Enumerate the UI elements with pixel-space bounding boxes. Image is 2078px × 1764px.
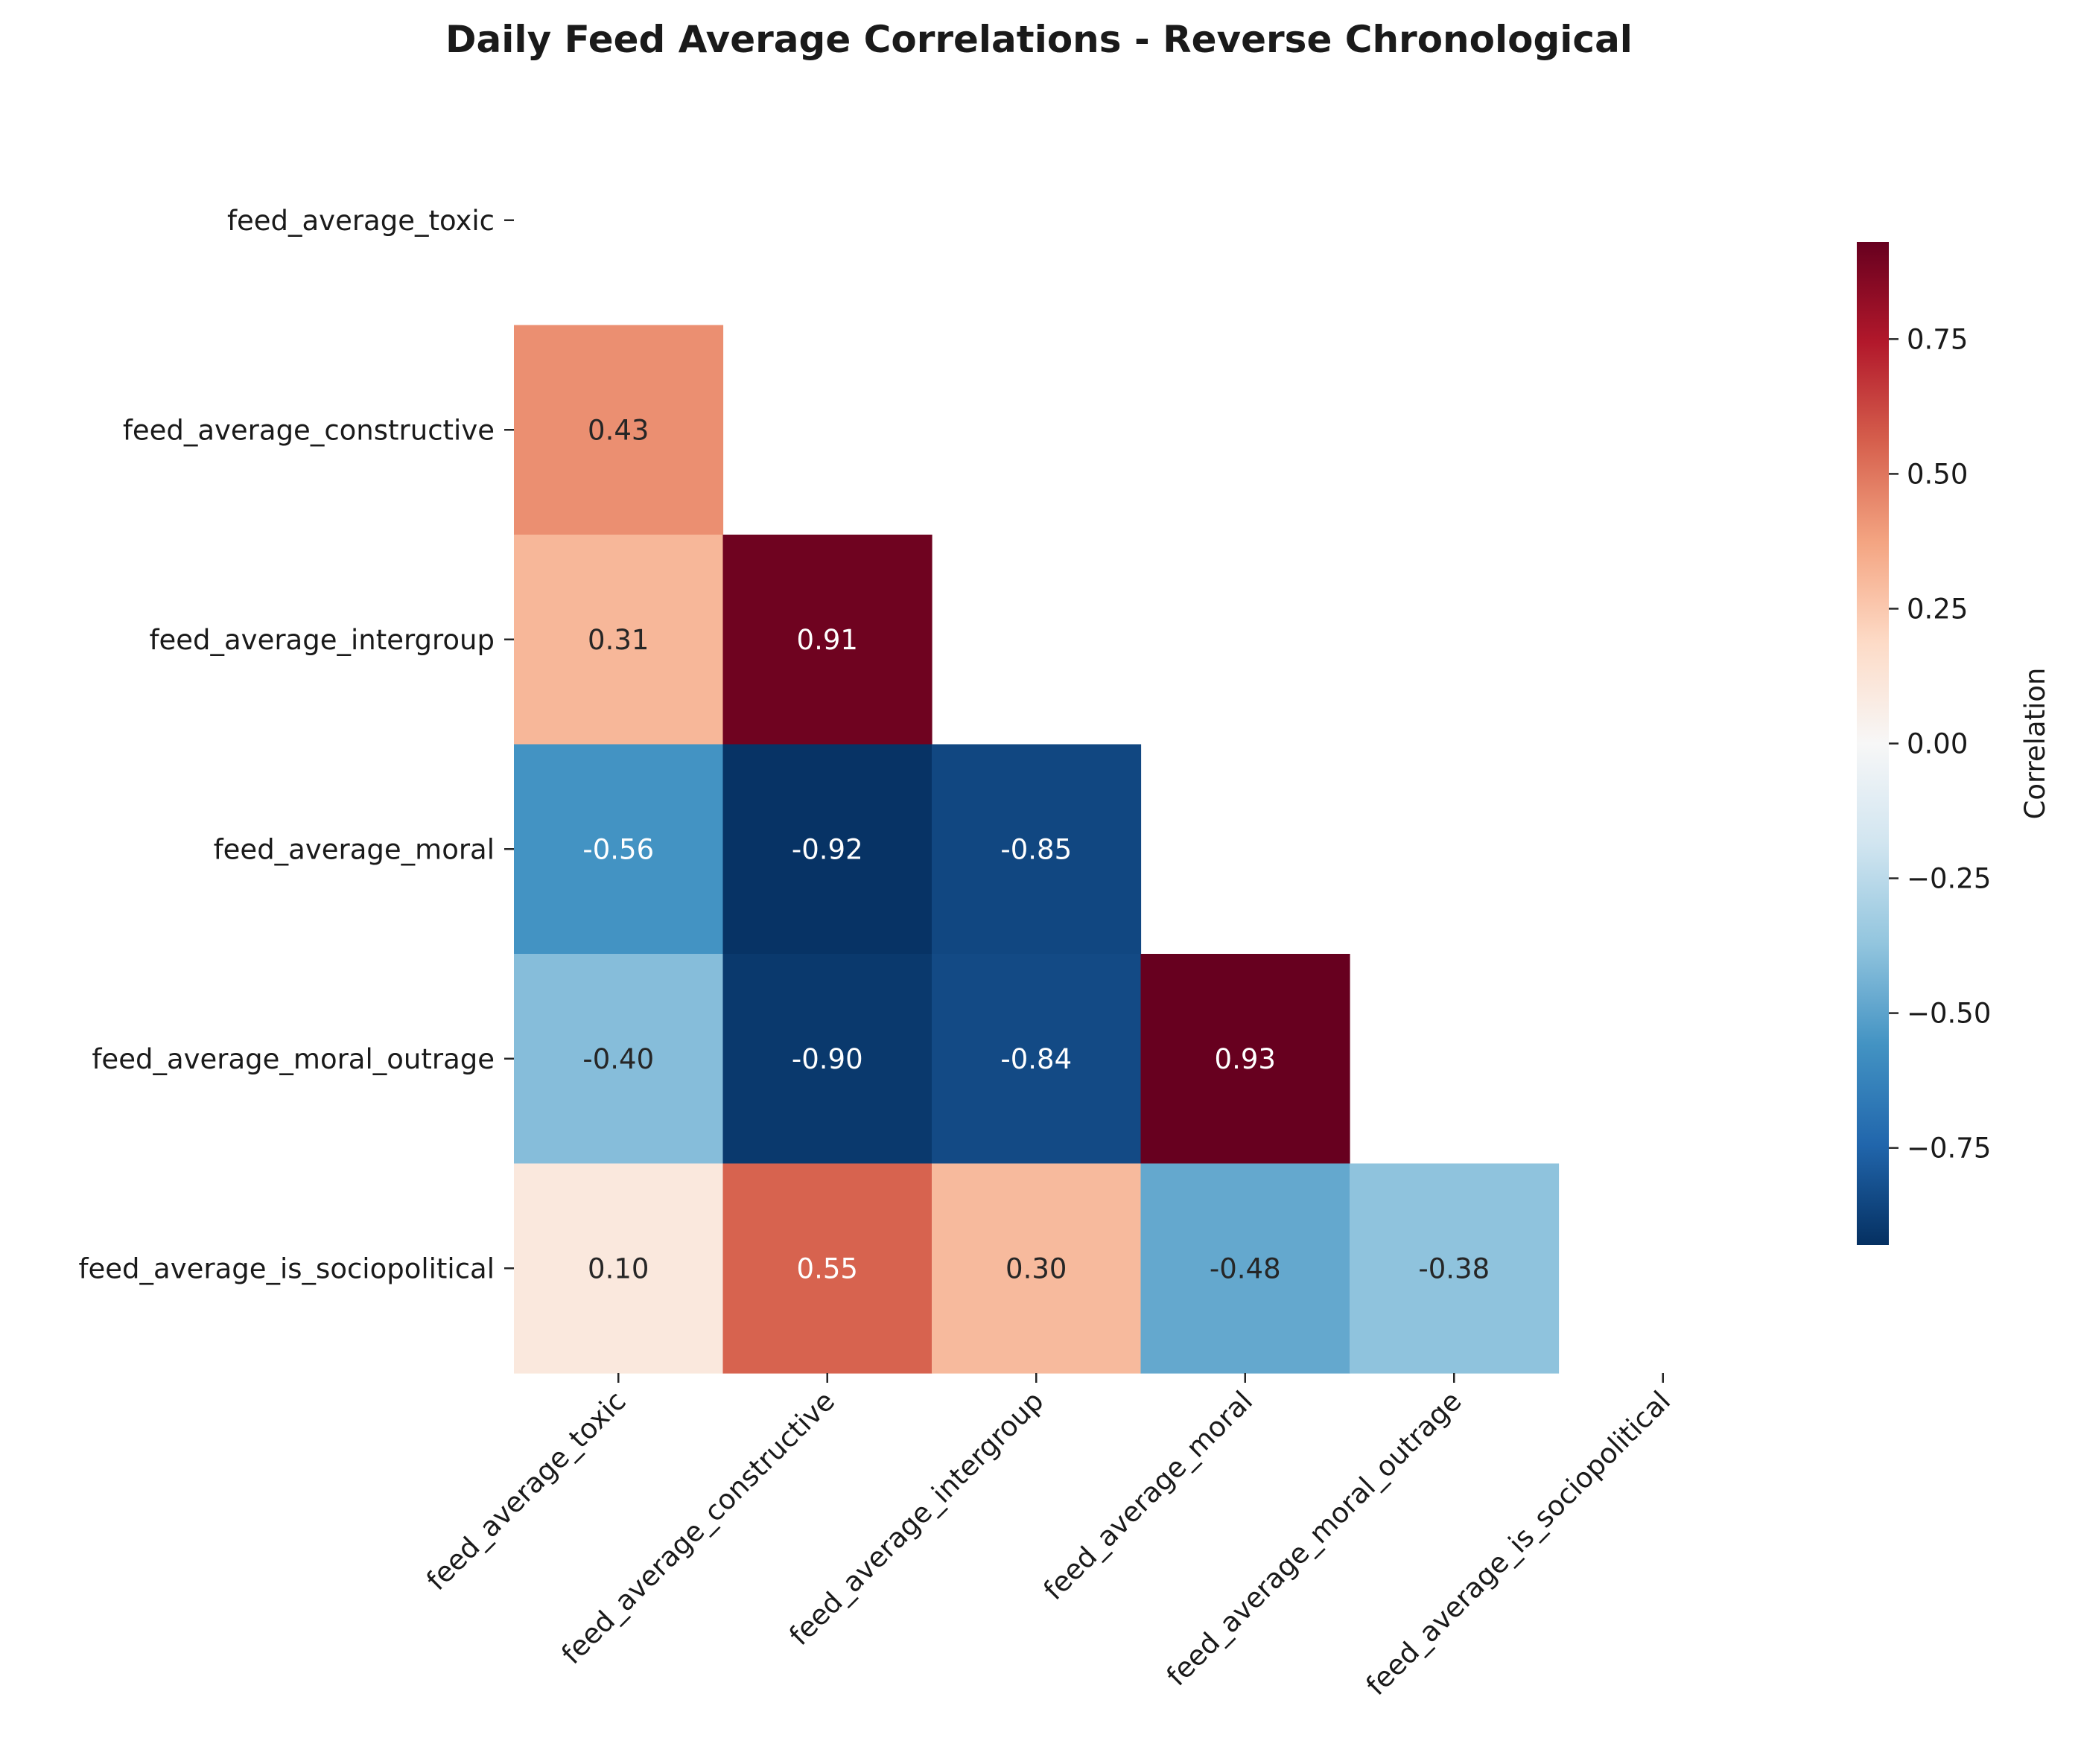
cell-value-label: -0.92	[792, 833, 863, 865]
heatmap-cell	[514, 1163, 724, 1374]
cell-value-label: -0.48	[1210, 1252, 1281, 1284]
heatmap-cell	[514, 535, 724, 745]
y-tick-label: feed_average_is_sociopolitical	[78, 1252, 495, 1284]
heatmap-cell	[514, 325, 724, 535]
x-tick-label: feed_average_toxic	[420, 1385, 632, 1596]
heatmap-cell	[722, 744, 932, 955]
colorbar-tick-label: −0.75	[1907, 1133, 1991, 1165]
colorbar-label: Correlation	[2019, 667, 2051, 819]
cell-value-label: -0.40	[582, 1043, 654, 1075]
cell-value-label: 0.30	[1005, 1252, 1067, 1284]
colorbar-tick-label: 0.50	[1907, 458, 1968, 490]
heatmap-cell	[932, 744, 1142, 955]
y-tick-label: feed_average_moral_outrage	[92, 1043, 495, 1075]
heatmap-cell	[1140, 954, 1350, 1165]
colorbar-tick-label: 0.00	[1907, 728, 1968, 760]
heatmap-cell	[722, 535, 932, 745]
cell-value-label: -0.90	[792, 1043, 863, 1075]
heatmap-cell	[514, 744, 724, 955]
heatmap-cell	[932, 954, 1142, 1165]
heatmap-cell	[722, 1163, 932, 1374]
x-tick-label: feed_average_moral	[1038, 1385, 1259, 1606]
colorbar: 0.75 0.50 0.25 0.00 −0.25 −0.50 −0.75 Correlati…	[1857, 242, 2051, 1245]
cell-value-label: -0.56	[582, 833, 654, 865]
colorbar-gradient	[1857, 242, 1889, 1245]
cell-value-label: -0.85	[1000, 833, 1072, 865]
heatmap-cell	[1350, 1163, 1560, 1374]
cell-value-label: 0.31	[588, 624, 649, 656]
cell-value-label: 0.55	[797, 1252, 858, 1284]
colorbar-tick-label: 0.75	[1907, 323, 1968, 355]
y-tick-labels: feed_average_toxic feed_average_construct…	[78, 205, 514, 1284]
heatmap-cells: 0.43 0.31 0.91 -0.56 -0.92 -0.85 -0.40 -0.90 -0.…	[514, 325, 1560, 1374]
cell-value-label: -0.38	[1418, 1252, 1490, 1284]
colorbar-tick-label: −0.25	[1907, 863, 1991, 895]
cell-value-label: 0.93	[1215, 1043, 1276, 1075]
cell-value-label: 0.91	[797, 624, 858, 656]
cell-value-label: 0.10	[588, 1252, 649, 1284]
heatmap-cell	[514, 954, 724, 1165]
heatmap-cell	[722, 954, 932, 1165]
cell-value-label: 0.43	[588, 414, 649, 446]
colorbar-tick-label: −0.50	[1907, 998, 1991, 1030]
y-tick-label: feed_average_constructive	[123, 414, 495, 446]
y-tick-label: feed_average_toxic	[227, 205, 495, 237]
y-tick-label: feed_average_moral	[214, 833, 495, 865]
heatmap-cell	[932, 1163, 1142, 1374]
chart-title: Daily Feed Average Correlations - Revers…	[445, 18, 1633, 61]
y-tick-label: feed_average_intergroup	[149, 624, 495, 656]
colorbar-tick-label: 0.25	[1907, 593, 1968, 625]
x-tick-labels: feed_average_toxicfeed_average_construct…	[420, 1373, 1677, 1701]
heatmap-cell	[1140, 1163, 1350, 1374]
cell-value-label: -0.84	[1000, 1043, 1072, 1075]
